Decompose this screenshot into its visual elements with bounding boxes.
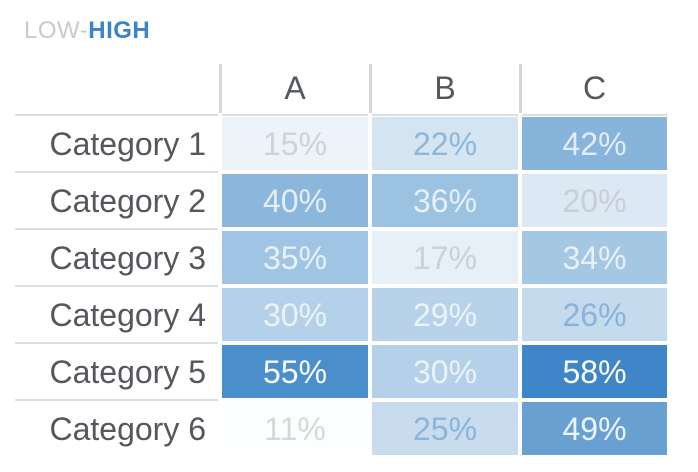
row-separator (372, 341, 518, 345)
heatmap-cell: 35% (222, 231, 368, 284)
heatmap-cell: 29% (372, 288, 518, 341)
legend-high-label: HIGH (88, 17, 151, 44)
row-separator (522, 170, 667, 174)
row-separator (15, 113, 218, 117)
row-label: Category 5 (15, 345, 218, 398)
heatmap-cell: 40% (222, 174, 368, 227)
row-separator (372, 398, 518, 402)
column-header-b: B (368, 62, 518, 113)
heatmap-cell: 22% (372, 117, 518, 170)
row-separator (372, 113, 518, 117)
row-separator (522, 341, 667, 345)
row-separator (372, 170, 518, 174)
row-separator (222, 341, 368, 345)
row-separator (222, 284, 368, 288)
heatmap-cell: 20% (522, 174, 667, 227)
row-separator (372, 227, 518, 231)
row-separator (522, 398, 667, 402)
row-separator (15, 398, 218, 402)
heatmap-cell: 49% (522, 402, 667, 455)
heatmap-cell: 55% (222, 345, 368, 398)
row-separator (15, 227, 218, 231)
row-separator (15, 170, 218, 174)
row-label: Category 3 (15, 231, 218, 284)
heatmap-cell: 17% (372, 231, 518, 284)
heatmap-cell: 34% (522, 231, 667, 284)
row-separator (222, 227, 368, 231)
row-separator (222, 113, 368, 117)
heatmap-cell: 15% (222, 117, 368, 170)
legend-title: LOW-HIGH (24, 17, 150, 45)
heatmap-cell: 58% (522, 345, 667, 398)
heatmap-cell: 42% (522, 117, 667, 170)
row-separator (15, 341, 218, 345)
heatmap-cell: 11% (222, 402, 368, 455)
row-separator (222, 170, 368, 174)
row-separator (522, 284, 667, 288)
heatmap-cell: 26% (522, 288, 667, 341)
row-separator (222, 398, 368, 402)
column-header-c: C (518, 62, 667, 113)
heatmap-cell: 30% (372, 345, 518, 398)
row-label: Category 4 (15, 288, 218, 341)
row-label: Category 1 (15, 117, 218, 170)
row-label: Category 6 (15, 402, 218, 455)
row-separator (372, 284, 518, 288)
heatmap-cell: 25% (372, 402, 518, 455)
heatmap-cell: 30% (222, 288, 368, 341)
row-separator (522, 227, 667, 231)
column-header-a: A (218, 62, 368, 113)
heatmap-cell: 36% (372, 174, 518, 227)
row-label: Category 2 (15, 174, 218, 227)
row-separator (522, 113, 667, 117)
row-separator (15, 284, 218, 288)
corner-cell (15, 62, 218, 113)
legend-low-label: LOW- (24, 17, 89, 44)
heatmap-table: A B C Category 1 15% 22% 42% Category 2 40% 36% 20… (15, 62, 667, 455)
